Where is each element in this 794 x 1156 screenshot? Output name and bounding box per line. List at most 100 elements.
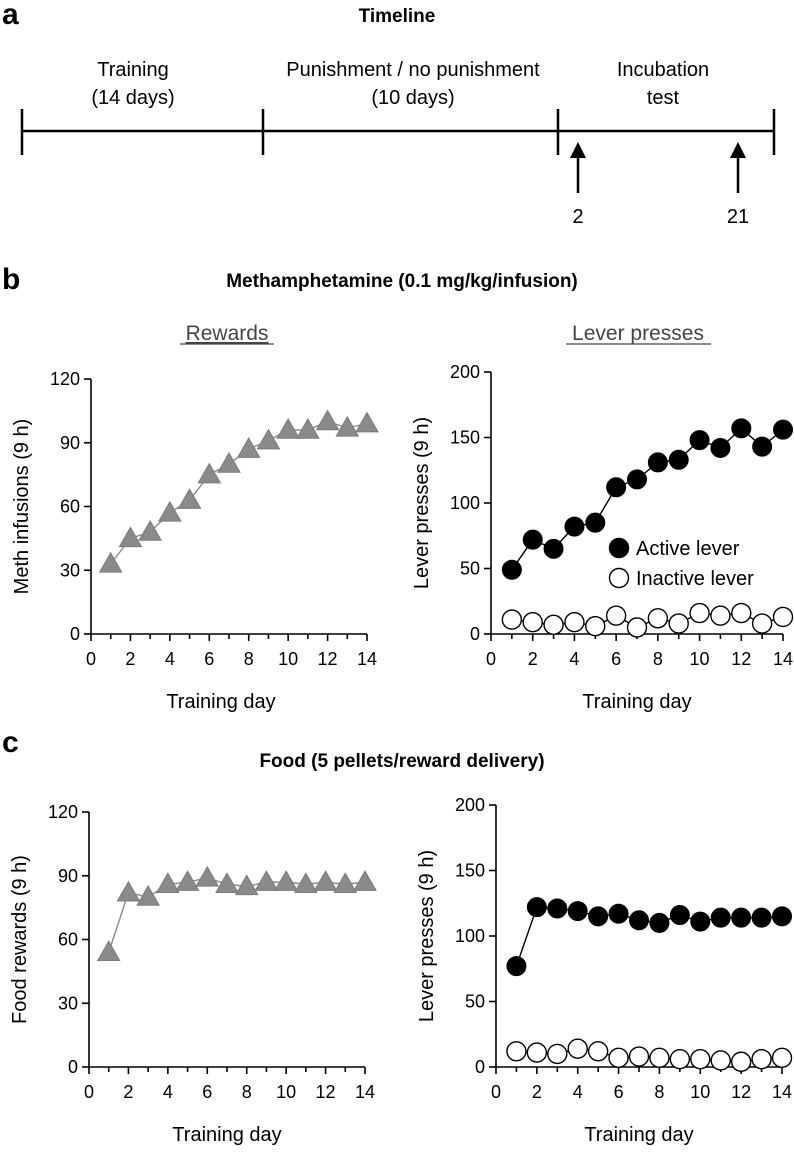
x-tick-label: 12 [316, 1082, 336, 1102]
data-point-triangle [355, 411, 379, 433]
x-tick-label: 10 [276, 1082, 296, 1102]
x-tick-label: 12 [731, 1082, 751, 1102]
y-tick-label: 50 [460, 559, 480, 579]
data-point-inactive [710, 605, 731, 626]
y-tick-label: 90 [60, 433, 80, 453]
data-point-active [731, 907, 752, 928]
data-point-triangle [274, 870, 299, 891]
data-point-triangle [136, 884, 161, 906]
x-tick-label: 12 [731, 649, 751, 669]
data-point-inactive [690, 1048, 711, 1070]
x-tick-label: 2 [125, 649, 135, 669]
x-tick-label: 10 [690, 1082, 710, 1102]
x-tick-label: 2 [532, 1082, 542, 1102]
x-tick-label: 12 [318, 649, 338, 669]
data-point-active [506, 956, 527, 977]
data-point-active [772, 906, 792, 927]
data-point-triangle [98, 551, 123, 573]
data-point-inactive [771, 1047, 793, 1069]
data-point-inactive [587, 1041, 609, 1062]
data-point-triangle [96, 940, 121, 961]
x-tick-label: 8 [653, 649, 663, 669]
y-tick-label: 200 [450, 362, 480, 382]
legend-inactive-label: Inactive lever [636, 568, 754, 590]
data-point-active [710, 437, 731, 458]
data-point-triangle [157, 500, 182, 522]
y-tick-label: 200 [455, 795, 485, 815]
y-tick-label: 50 [465, 992, 485, 1012]
data-point-triangle [353, 870, 377, 891]
x-axis-label: Training day [584, 1124, 693, 1146]
x-tick-label: 14 [772, 1082, 792, 1102]
phase-punishment-line1: Punishment / no punishment [286, 59, 540, 81]
chart-food-rewards: 0 30 60 90 120 0 2 4 6 8 10 12 14 Training day Food re… [9, 802, 377, 1146]
y-tick-label: 60 [58, 930, 78, 950]
data-point-triangle [295, 417, 320, 439]
data-point-triangle [293, 872, 318, 893]
data-point-active [752, 436, 773, 457]
y-tick-label: 30 [60, 560, 80, 580]
chart-meth-lever-presses: 0 50 100 150 200 0 2 4 6 8 10 12 14 Training day Lever… [411, 362, 794, 713]
data-point-inactive [628, 1046, 650, 1067]
data-point-active [606, 477, 627, 498]
phase-training-line1: Training [97, 59, 169, 81]
data-point-active [629, 910, 649, 931]
chart-food-lever-presses: 0 50 100 150 200 0 2 4 6 8 10 12 14 Training day Lever… [416, 795, 793, 1146]
data-point-active [689, 430, 710, 451]
x-tick-label: 2 [528, 649, 538, 669]
x-tick-label: 8 [244, 649, 254, 669]
y-tick-label: 100 [455, 926, 485, 946]
x-tick-label: 4 [165, 649, 175, 669]
y-axis-label: Food rewards (9 h) [9, 855, 31, 1024]
x-tick-label: 14 [773, 649, 793, 669]
y-tick-label: 0 [475, 1057, 485, 1077]
data-point-active [669, 905, 690, 926]
x-axis-label: Training day [582, 691, 691, 713]
x-tick-label: 6 [614, 1082, 624, 1102]
data-point-triangle [118, 526, 143, 548]
x-axis-label: Training day [172, 1124, 281, 1146]
data-point-active [710, 907, 731, 928]
arrow-day21-icon [730, 142, 746, 193]
data-point-active [588, 906, 609, 927]
data-point-active [567, 901, 588, 922]
x-tick-label: 14 [355, 1082, 375, 1102]
y-tick-label: 0 [68, 1057, 78, 1077]
panel-label-a: a [2, 0, 19, 31]
data-point-inactive [647, 608, 669, 629]
x-tick-label: 4 [569, 649, 579, 669]
data-point-triangle [313, 870, 338, 891]
x-tick-label: 14 [357, 649, 377, 669]
y-tick-label: 150 [455, 861, 485, 881]
x-tick-label: 0 [486, 649, 496, 669]
data-point-active [647, 452, 668, 473]
data-point-triangle [254, 870, 279, 891]
data-point-inactive [649, 1047, 670, 1069]
timeline-title: Timeline [359, 6, 436, 27]
data-point-inactive [526, 1042, 548, 1063]
rewards-subtitle: Rewards [186, 322, 269, 345]
data-point-inactive [751, 613, 773, 634]
legend-active-marker [608, 537, 630, 559]
data-point-inactive [506, 1041, 527, 1062]
data-point-triangle [215, 872, 239, 893]
data-point-inactive [731, 602, 752, 624]
y-tick-label: 60 [60, 497, 80, 517]
x-tick-label: 4 [163, 1082, 173, 1102]
data-point-triangle [197, 462, 222, 484]
data-point-triangle [234, 874, 259, 896]
data-point-inactive [585, 615, 606, 637]
data-point-inactive [564, 612, 585, 633]
data-point-active [627, 469, 647, 490]
data-point-triangle [175, 870, 200, 891]
data-point-triangle [315, 409, 340, 431]
data-point-active [668, 449, 689, 470]
x-tick-label: 6 [611, 649, 621, 669]
y-tick-label: 120 [48, 802, 78, 822]
data-point-active [564, 516, 585, 537]
data-point-active [585, 512, 606, 533]
data-point-triangle [177, 488, 202, 509]
data-point-active [501, 559, 522, 580]
x-tick-label: 2 [123, 1082, 133, 1102]
